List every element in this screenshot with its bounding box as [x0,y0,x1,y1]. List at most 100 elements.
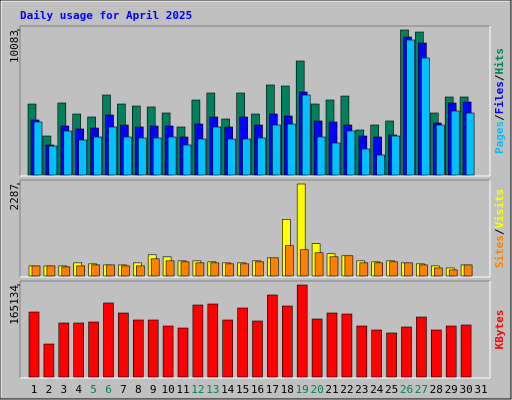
x-tick-label: 1 [31,383,38,396]
x-tick-label: 10 [161,383,174,396]
bar [165,260,175,277]
legend-entry: Sites [493,235,506,268]
bar [463,264,473,277]
bar [33,121,43,176]
bar [118,312,129,378]
bar [386,332,397,378]
x-tick-label: 6 [105,383,112,396]
legend-entry: KBytes [493,310,506,350]
legend-entry: Pages [493,121,506,154]
legend-separator: / [493,74,506,81]
bar [138,137,147,176]
legend-separator: / [493,114,506,121]
bar [270,257,279,277]
bar [180,261,190,277]
bar [167,136,177,176]
x-tick-label: 11 [176,383,189,396]
x-tick-label: 30 [459,383,472,396]
bar [301,94,311,176]
x-tick-label: 4 [75,383,82,396]
bar [133,319,144,378]
x-tick-label: 25 [385,383,398,396]
bar [374,262,384,277]
bar [404,262,413,277]
legend: KBytes [493,310,506,350]
legend-entry: Files [493,81,506,114]
x-tick-label: 24 [370,383,384,396]
bar [58,322,70,378]
bar [346,130,356,176]
legend: Pages/Files/Hits [493,48,506,154]
bar [195,262,205,277]
y-tick-label: 2287 [8,184,21,211]
bar [212,126,222,176]
bar [152,137,162,176]
bar [43,343,55,378]
bar [359,262,369,277]
bar [252,320,263,378]
bar [416,316,427,378]
x-tick-label: 8 [135,383,142,396]
y-tick-label: 165134 [8,285,21,325]
bar [162,325,174,378]
bar [88,321,99,378]
bar [192,304,204,378]
bar [63,130,73,176]
bar [281,305,293,378]
bar [267,294,278,378]
bar [326,312,338,378]
bar [421,57,430,176]
x-tick-label: 29 [445,383,458,396]
bar [61,266,71,277]
bar [227,138,236,176]
x-tick-label: 23 [355,383,368,396]
bar [242,138,251,176]
legend-entry: Visits [493,189,506,229]
bar [123,136,132,176]
bar [177,327,189,378]
legend-separator: / [493,228,506,235]
bar [460,324,472,378]
x-tick-label: 18 [281,383,294,396]
bar [28,311,40,378]
bar [240,263,249,277]
bar [465,112,475,176]
bar [344,255,354,277]
legend: Sites/Visits [493,189,506,269]
bar [448,269,458,277]
bar [376,154,386,176]
bar [106,264,115,277]
bar [255,261,264,277]
bar [361,148,371,176]
x-tick-label: 12 [191,383,204,396]
bar [311,318,323,378]
y-tick-label: 10083 [8,30,21,63]
chart-title: Daily usage for April 2025 [20,9,192,22]
x-tick-label: 28 [430,383,443,396]
bar [207,303,219,378]
bar [76,265,85,277]
bar [46,265,56,277]
bar [371,329,383,378]
bar [445,325,457,378]
x-tick-label: 17 [266,383,279,396]
bar [430,329,442,378]
x-tick-label: 15 [236,383,249,396]
x-tick-label: 27 [415,383,428,396]
bar [150,258,160,277]
bar [257,137,266,176]
bar [286,123,296,176]
x-tick-label: 3 [60,383,67,396]
x-tick-label: 14 [221,383,235,396]
bar [284,245,294,277]
bar [91,264,100,277]
x-tick-label: 19 [296,383,309,396]
bar [272,124,281,176]
x-tick-label: 2 [46,383,53,396]
bar [419,264,428,277]
bar [31,265,41,277]
bar [435,124,445,176]
x-tick-label: 7 [120,383,127,396]
bar [341,313,353,378]
